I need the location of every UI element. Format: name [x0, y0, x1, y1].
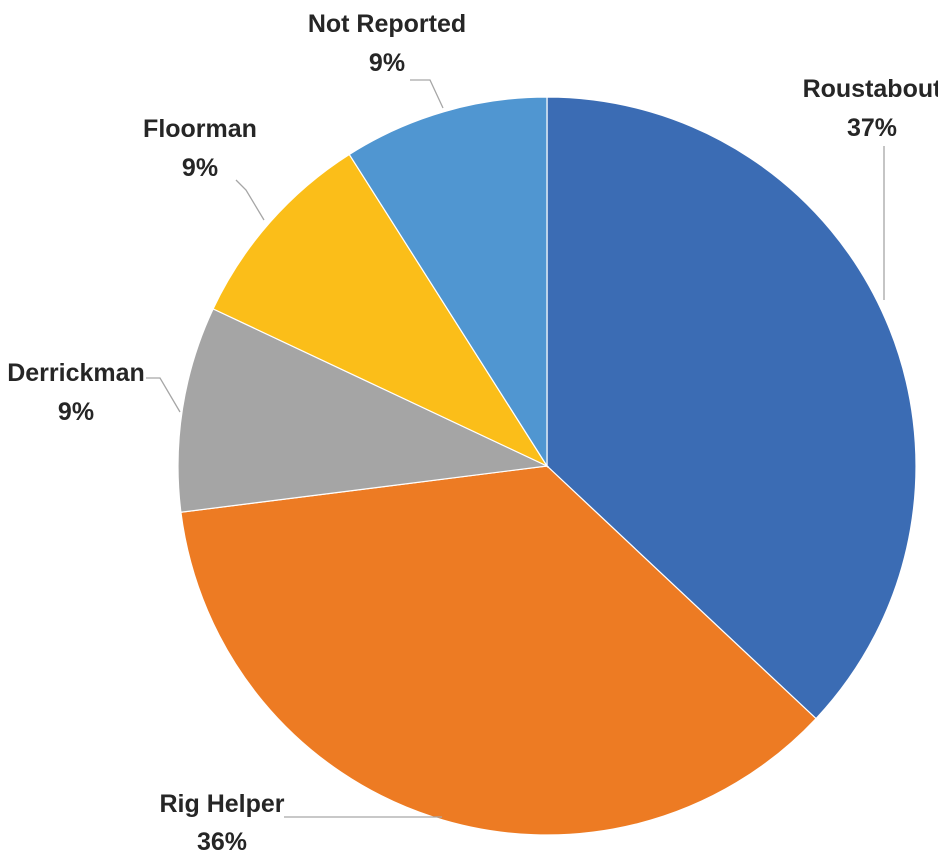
- data-label-value-derrickman: 9%: [58, 398, 94, 426]
- pie-slices: [177, 96, 917, 836]
- data-label-value-floorman: 9%: [182, 154, 218, 182]
- pie-slice-floorman: [212, 153, 549, 468]
- leader-line-not-reported: [410, 79, 444, 109]
- leader-lines: [146, 79, 885, 818]
- leader-line-floorman: [235, 179, 265, 221]
- data-label-name-roustabout: Roustabout: [803, 75, 938, 103]
- leader-line-derrickman: [146, 377, 181, 413]
- data-label-value-rig-helper: 36%: [197, 828, 247, 856]
- data-labels: Roustabout 37% Rig Helper 36% Derrickman 9% Fl…: [7, 10, 938, 856]
- data-label-name-not-reported: Not Reported: [308, 10, 466, 38]
- data-label-name-rig-helper: Rig Helper: [159, 790, 284, 818]
- data-label-value-not-reported: 9%: [369, 49, 405, 77]
- pie-slice-roustabout: [546, 96, 917, 720]
- data-label-value-roustabout: 37%: [847, 114, 897, 142]
- pie-slice-not-reported: [348, 96, 548, 469]
- pie-slice-derrickman: [177, 308, 550, 513]
- data-label-name-floorman: Floorman: [143, 115, 257, 143]
- data-label-name-derrickman: Derrickman: [7, 359, 145, 387]
